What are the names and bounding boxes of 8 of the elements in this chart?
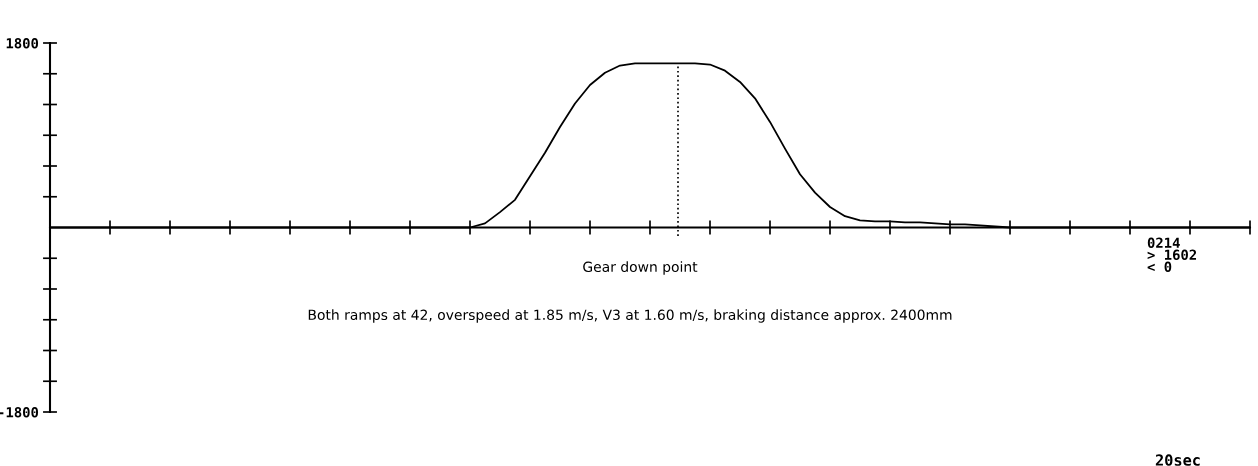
annotation: 0214 <box>1147 237 1180 249</box>
annotation: < 0 <box>1147 261 1172 273</box>
x-axis-title: 20sec <box>1155 454 1200 466</box>
annotation: Both ramps at 42, overspeed at 1.85 m/s, V3 at 1.60 m/s, braking distance approx. 2400mm <box>308 309 952 323</box>
annotation: Gear down point <box>583 261 698 275</box>
y-tick-label: 1800 <box>6 37 39 49</box>
annotation: > 1602 <box>1147 249 1197 261</box>
y-tick-label: -1800 <box>0 406 39 418</box>
